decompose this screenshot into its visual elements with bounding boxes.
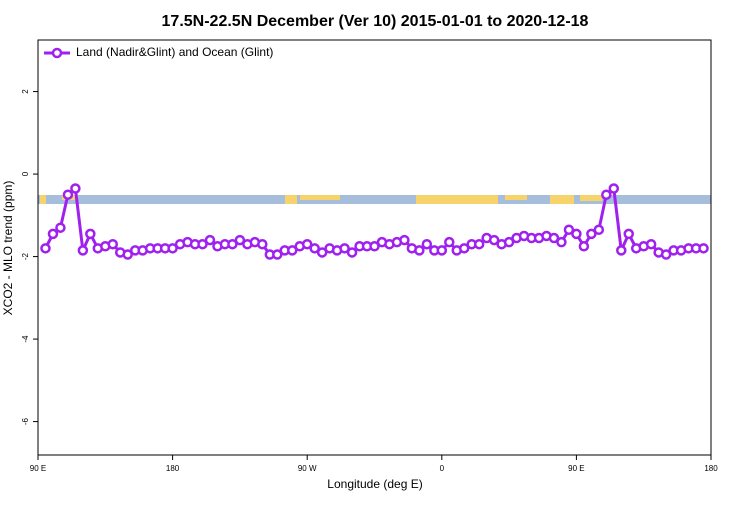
legend-marker <box>51 47 63 59</box>
data-point <box>593 224 605 236</box>
data-point <box>107 238 119 250</box>
land-patch <box>40 195 46 204</box>
legend: Land (Nadir&Glint) and Ocean (Glint) <box>44 45 273 59</box>
data-point <box>436 245 448 256</box>
data-point <box>197 238 208 250</box>
data-point <box>616 245 627 256</box>
data-point <box>204 234 216 246</box>
data-point <box>77 245 89 256</box>
data-point <box>645 238 657 250</box>
data-point <box>548 232 560 244</box>
land-patch <box>285 195 297 204</box>
data-point <box>586 228 597 240</box>
data-point <box>122 249 133 260</box>
ocean-band <box>38 195 711 204</box>
x-axis-label: Longitude (deg E) <box>327 477 422 491</box>
y-tick-label: 2 <box>21 89 30 94</box>
data-point <box>571 228 582 240</box>
data-point <box>339 243 350 254</box>
x-tick-label: 90 W <box>298 464 317 473</box>
plot-frame <box>37 39 712 456</box>
data-point <box>473 238 485 250</box>
y-tick-label: 0 <box>21 171 30 176</box>
data-point <box>309 243 320 254</box>
data-point <box>563 224 575 236</box>
land-patch <box>550 195 574 204</box>
data-point <box>444 236 455 248</box>
x-tick-label: 0 <box>440 464 445 473</box>
data-point <box>556 236 567 248</box>
data-point <box>47 228 59 240</box>
chart-title: 17.5N-22.5N December (Ver 10) 2015-01-01… <box>162 13 589 30</box>
data-point <box>660 249 672 260</box>
data-point <box>503 236 515 248</box>
y-tick-label: -2 <box>21 252 30 260</box>
data-point <box>257 238 268 250</box>
data-point <box>369 241 380 252</box>
data-point <box>346 247 358 258</box>
data-point <box>421 238 433 250</box>
data-point <box>272 249 283 260</box>
land-patch <box>505 195 527 200</box>
x-tick-label: 90 E <box>568 464 584 473</box>
data-point <box>488 234 500 246</box>
x-tick-label: 180 <box>166 464 180 473</box>
land-patch <box>300 195 340 200</box>
data-point <box>601 189 612 200</box>
data-point <box>301 238 313 250</box>
data-point <box>698 243 709 254</box>
land-patch <box>416 195 498 204</box>
x-tick-label: 90 E <box>30 464 46 473</box>
data-point <box>399 234 410 246</box>
data-point <box>40 243 51 254</box>
data-point <box>234 234 246 246</box>
data-point <box>578 241 590 252</box>
data-point <box>55 222 66 233</box>
data-point <box>316 247 328 258</box>
data-point <box>608 183 620 194</box>
x-tick-label: 180 <box>704 464 718 473</box>
legend-label: Land (Nadir&Glint) and Ocean (Glint) <box>76 45 273 59</box>
y-tick-label: -4 <box>21 335 30 343</box>
data-point <box>414 245 425 256</box>
data-point <box>62 189 74 200</box>
data-point <box>458 243 470 254</box>
data-point <box>286 245 298 256</box>
data-point <box>70 183 81 194</box>
y-tick-label: -6 <box>21 417 30 425</box>
y-axis-label: XCO2 - MLO trend (ppm) <box>1 181 15 316</box>
land-patch <box>580 195 602 201</box>
data-point <box>227 238 238 250</box>
data-point <box>85 228 96 240</box>
data-point <box>623 228 634 240</box>
data-point <box>167 243 178 254</box>
